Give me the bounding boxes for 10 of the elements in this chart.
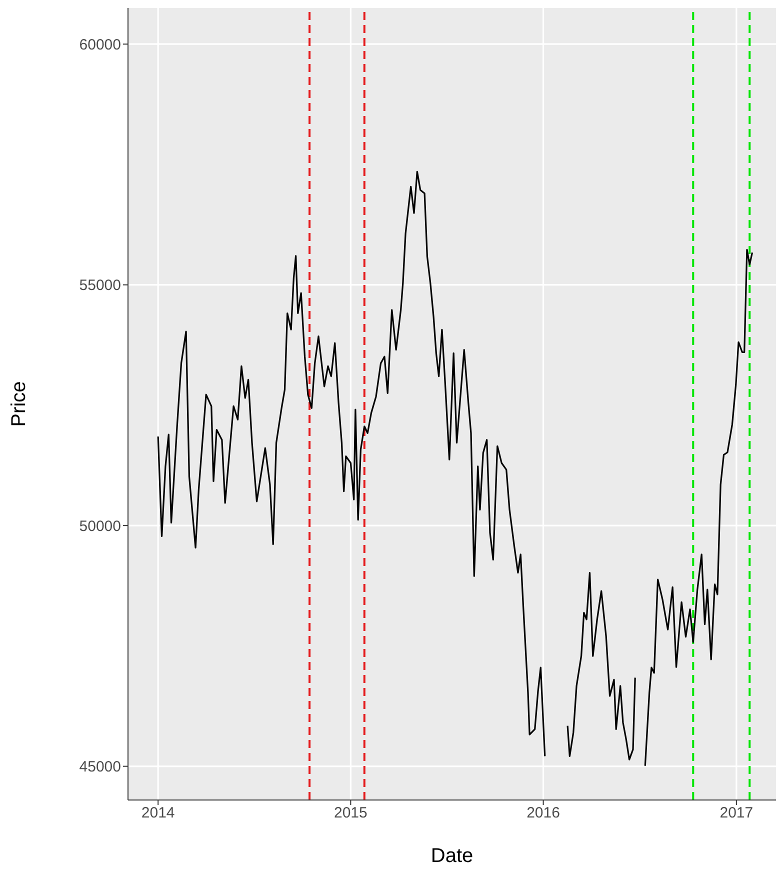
y-axis-title: Price bbox=[8, 381, 30, 427]
x-axis-title: Date bbox=[430, 845, 474, 867]
x-tick-label: 2014 bbox=[141, 804, 175, 822]
x-tick-label: 2015 bbox=[334, 804, 368, 822]
y-tick-label: 55000 bbox=[79, 277, 121, 294]
y-tick-label: 60000 bbox=[79, 36, 121, 54]
y-tick-label: 45000 bbox=[79, 758, 121, 776]
y-tick-label: 50000 bbox=[79, 518, 121, 535]
x-tick-label: 2017 bbox=[720, 804, 754, 822]
x-tick-label: 2016 bbox=[526, 804, 560, 822]
